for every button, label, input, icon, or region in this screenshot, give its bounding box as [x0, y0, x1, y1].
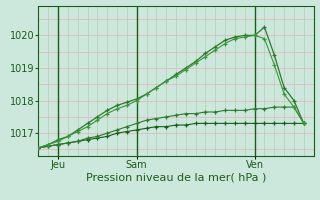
X-axis label: Pression niveau de la mer( hPa ): Pression niveau de la mer( hPa )	[86, 173, 266, 183]
